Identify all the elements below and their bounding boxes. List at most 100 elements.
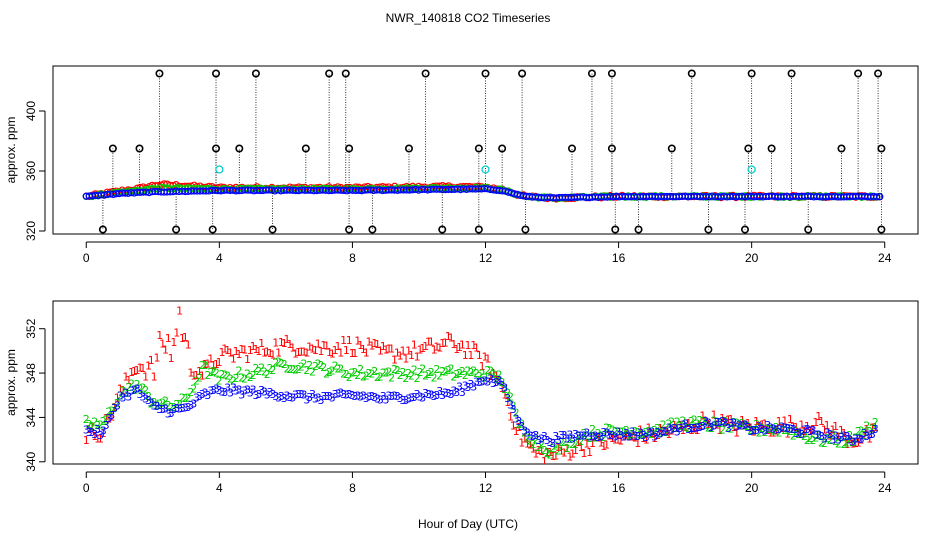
series-3-point: 3 — [261, 386, 268, 399]
series-3-point: 3 — [798, 428, 805, 441]
series-2-point: 2 — [193, 374, 200, 387]
series-1-point: 1 — [284, 333, 291, 346]
series-3-point: 3 — [315, 392, 322, 405]
series-1-point: 1 — [555, 441, 562, 454]
series-2-point: 2 — [117, 389, 124, 402]
series-2-point: 2 — [467, 366, 474, 379]
series-3-point: 3 — [716, 416, 723, 429]
outlier-point — [877, 225, 886, 234]
series-2-point: 2 — [841, 438, 848, 451]
series-3-point: 3 — [821, 432, 828, 445]
series-1-point: 1 — [753, 415, 760, 428]
series-2-point: 2 — [428, 366, 435, 379]
series-3-point: 3 — [487, 373, 494, 386]
series-3-point: 3 — [773, 424, 780, 437]
series-2-point: 2 — [620, 425, 627, 438]
series-1-point: 1 — [744, 417, 751, 430]
series-2-point: 2 — [170, 401, 177, 414]
series-1-point: 1 — [419, 342, 426, 355]
series-2-point: 2 — [216, 375, 223, 388]
series-2-point: 2 — [835, 437, 842, 450]
outlier-point — [747, 69, 756, 78]
series-1-point: 1 — [614, 433, 621, 446]
series-3-point: 3 — [134, 382, 141, 395]
series-3-point: 3 — [252, 389, 259, 402]
series-3-point: 3 — [264, 388, 271, 401]
series-1-point: 1 — [702, 415, 709, 428]
outlier-point — [607, 69, 616, 78]
series-3-point: 3 — [719, 415, 726, 428]
y-tick-label: 344 — [24, 407, 38, 427]
series-2-point: 2 — [866, 425, 873, 438]
series-2-point: 2 — [498, 376, 505, 389]
series-1-point: 1 — [117, 383, 124, 396]
series-1-point: 1 — [453, 343, 460, 356]
series-2-point: 2 — [298, 361, 305, 374]
series-2-point: 2 — [742, 419, 749, 432]
series-2-point: 2 — [860, 429, 867, 442]
series-2-point: 2 — [182, 392, 189, 405]
series-2-point: 2 — [185, 392, 192, 405]
series-2-point: 2 — [416, 366, 423, 379]
series-3-point: 3 — [490, 377, 497, 390]
series-2-point: 2 — [832, 435, 839, 448]
series-2-point: 2 — [94, 419, 101, 432]
series-1-point: 1 — [549, 450, 556, 463]
outlier-point — [804, 225, 813, 234]
series-3-point: 3 — [572, 428, 579, 441]
series-2-point: 2 — [722, 415, 729, 428]
series-1-point: 1 — [122, 370, 129, 383]
series-2-point: 2 — [176, 398, 183, 411]
series-2-point: 2 — [284, 362, 291, 375]
series-3-point: 3 — [770, 423, 777, 436]
plot-frame — [52, 65, 919, 235]
series-1-point: 1 — [561, 446, 568, 459]
x-tick-label: 16 — [612, 251, 626, 265]
series-3-point: 3 — [504, 392, 511, 405]
series-2-point: 2 — [286, 363, 293, 376]
series-1-point: 1 — [176, 304, 183, 317]
series-1-point: 1 — [654, 429, 661, 442]
series-3-point: 3 — [255, 388, 262, 401]
series-2-point: 2 — [617, 425, 624, 438]
series-1-point: 1 — [363, 346, 370, 359]
x-tick-label: 0 — [83, 251, 90, 265]
series-1-point: 1 — [708, 422, 715, 435]
outlier-point — [301, 144, 310, 153]
series-2-point: 2 — [827, 434, 834, 447]
series-3-point: 3 — [728, 417, 735, 430]
series-3-point: 3 — [329, 392, 336, 405]
series-3-point: 3 — [866, 428, 873, 441]
series-2-point: 2 — [801, 430, 808, 443]
series-3-point: 3 — [111, 402, 118, 415]
series-1-point: 1 — [629, 431, 636, 444]
series-1-point: 1 — [351, 347, 358, 360]
series-3-point: 3 — [778, 420, 785, 433]
series-2-point: 2 — [267, 362, 274, 375]
series-3-point: 3 — [699, 420, 706, 433]
series-2-point: 2 — [736, 419, 743, 432]
series-1-point: 1 — [592, 431, 599, 444]
series-1-point: 1 — [691, 422, 698, 435]
series-1-point: 1 — [292, 347, 299, 360]
series-3-point: 3 — [216, 384, 223, 397]
series-1-point: 1 — [532, 447, 539, 460]
series-1-point: 1 — [433, 341, 440, 354]
series-3-point: 3 — [238, 388, 245, 401]
series-1-point: 1 — [773, 424, 780, 437]
cyan-point — [747, 165, 756, 174]
outlier-point — [607, 144, 616, 153]
series-1-point: 1 — [86, 423, 93, 436]
x-axis-label: Hour of Day (UTC) — [418, 517, 518, 531]
series-2-point: 2 — [120, 385, 127, 398]
series-3-point: 3 — [589, 431, 596, 444]
series-1-point: 1 — [312, 344, 319, 357]
series-1-point: 1 — [518, 436, 525, 449]
series-2-point: 2 — [453, 368, 460, 381]
series-3-point: 3 — [230, 381, 237, 394]
series-2-point: 2 — [128, 377, 135, 390]
series-2-point: 2 — [168, 401, 175, 414]
series-1-point: 1 — [507, 410, 514, 423]
series-3-point: 3 — [863, 430, 870, 443]
series-1-point: 1 — [416, 344, 423, 357]
